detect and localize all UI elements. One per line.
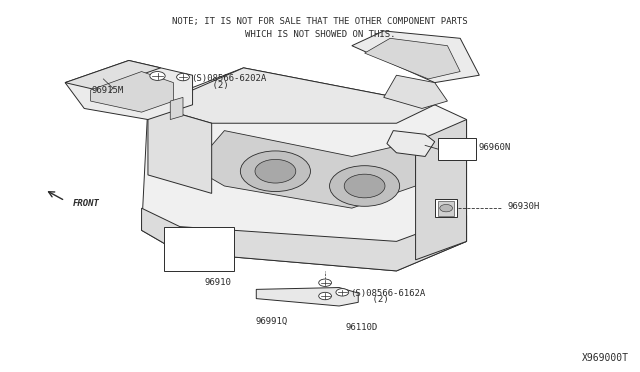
Polygon shape [170,97,183,119]
Circle shape [319,292,332,300]
Polygon shape [256,288,358,306]
Circle shape [344,174,385,198]
Text: 96960N: 96960N [478,143,510,152]
Text: WHICH IS NOT SHOWED ON THIS.: WHICH IS NOT SHOWED ON THIS. [244,30,396,39]
Text: (2): (2) [351,295,388,304]
Circle shape [330,166,399,206]
Polygon shape [384,75,447,109]
Text: FRONT: FRONT [73,199,100,208]
Polygon shape [415,119,467,260]
Bar [438,201,454,215]
Polygon shape [193,131,415,208]
Circle shape [150,71,165,80]
Text: (S)08566-6202A: (S)08566-6202A [191,74,266,83]
Polygon shape [148,105,212,193]
Text: (2): (2) [191,81,229,90]
Polygon shape [148,68,435,123]
Bar [438,138,476,160]
Circle shape [440,205,452,212]
Polygon shape [141,68,467,271]
Text: 96110D: 96110D [346,323,378,331]
Circle shape [319,279,332,286]
Polygon shape [141,208,467,271]
Text: 96915M: 96915M [92,86,124,94]
Bar [164,227,234,271]
Circle shape [241,151,310,192]
Text: 96910: 96910 [205,278,232,287]
Polygon shape [387,131,435,157]
Circle shape [336,289,349,296]
Bar [435,199,457,217]
Circle shape [255,160,296,183]
Polygon shape [65,61,193,119]
Polygon shape [91,71,173,112]
Polygon shape [365,38,460,79]
Polygon shape [65,61,161,90]
Text: X969000T: X969000T [582,353,629,363]
Text: 96991Q: 96991Q [255,317,287,326]
Text: (S)08566-6162A: (S)08566-6162A [351,289,426,298]
Text: 96930H: 96930H [508,202,540,211]
Circle shape [177,73,189,81]
Polygon shape [352,31,479,83]
Text: NOTE; IT IS NOT FOR SALE THAT THE OTHER COMPONENT PARTS: NOTE; IT IS NOT FOR SALE THAT THE OTHER … [172,17,468,26]
